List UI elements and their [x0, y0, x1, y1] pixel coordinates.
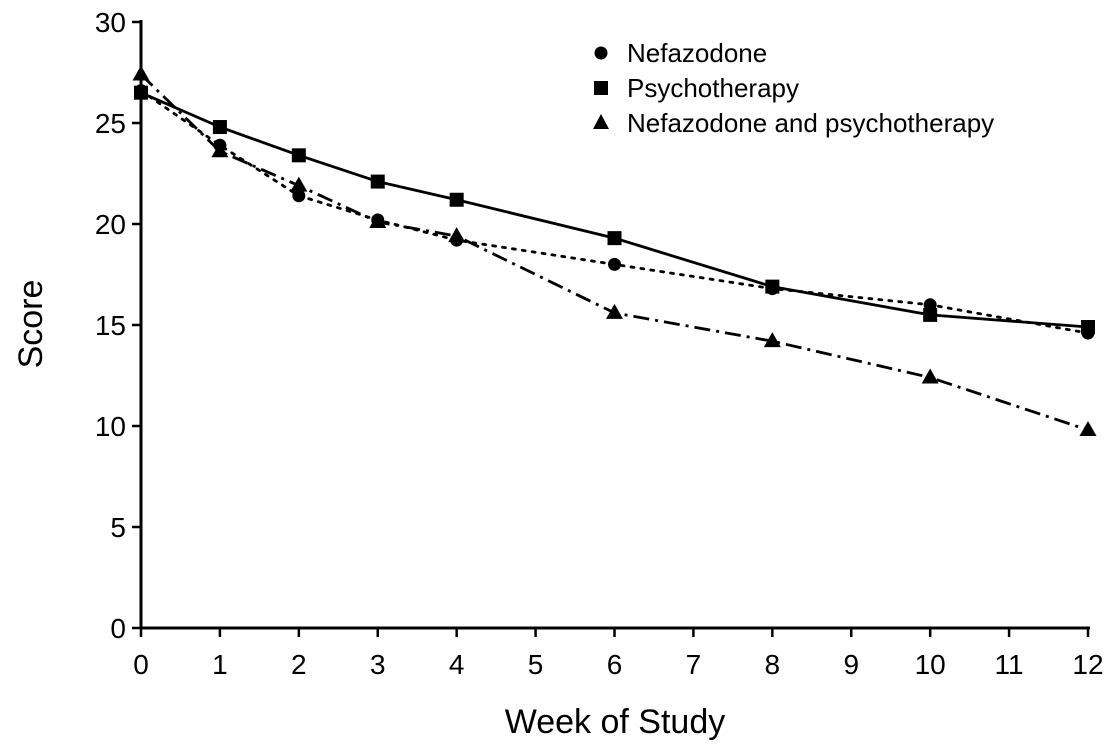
legend-item-psychotherapy: Psychotherapy [594, 73, 799, 103]
y-tick-label: 10 [95, 411, 126, 442]
x-tick-label: 2 [291, 649, 307, 680]
y-tick-label: 15 [95, 310, 126, 341]
y-tick-label: 30 [95, 7, 126, 38]
data-point-triangle [290, 176, 308, 192]
legend-label-nefazodone: Nefazodone [627, 38, 767, 68]
data-point-square [449, 192, 464, 207]
x-tick-label: 11 [995, 649, 1024, 680]
data-point-triangle [448, 227, 466, 243]
x-tick-label: 10 [915, 649, 946, 680]
data-point-square [134, 85, 148, 100]
series-triangle [132, 65, 1097, 437]
x-axis-label: Week of Study [505, 703, 726, 741]
x-tick-label: 0 [133, 649, 149, 680]
legend-label-psychotherapy: Psychotherapy [627, 73, 799, 103]
y-axis-label: Score [12, 280, 50, 369]
data-point-square [607, 231, 622, 246]
legend-item-nefazodone: Nefazodone [594, 38, 767, 68]
legend-item-combined: Nefazodone and psychotherapy [593, 108, 994, 138]
legend-marker-triangle [593, 114, 609, 129]
series-layer [132, 65, 1097, 437]
x-tick-label: 12 [1072, 649, 1103, 680]
data-point-circle [608, 257, 621, 271]
x-tick-label: 5 [528, 649, 544, 680]
y-ticks: 0 5 10 15 20 25 30 [95, 7, 141, 644]
y-tick-label: 25 [95, 108, 126, 139]
x-tick-label: 9 [843, 649, 859, 680]
data-point-triangle [1079, 421, 1097, 437]
x-tick-label: 6 [607, 649, 623, 680]
data-point-square [765, 279, 780, 294]
data-point-square [1081, 320, 1095, 335]
data-point-square [923, 307, 938, 322]
data-point-triangle [763, 332, 781, 348]
data-point-triangle [606, 303, 623, 319]
x-tick-label: 1 [212, 649, 228, 680]
data-point-triangle [921, 368, 939, 384]
legend-marker-circle [594, 46, 608, 60]
x-tick-label: 7 [686, 649, 702, 680]
y-tick-label: 0 [110, 613, 126, 644]
x-ticks: 0 1 2 3 4 5 6 7 8 9 10 11 12 [133, 628, 1104, 680]
data-point-square [212, 120, 227, 135]
x-tick-label: 8 [765, 649, 781, 680]
legend-label-combined: Nefazodone and psychotherapy [627, 108, 994, 138]
data-point-square [291, 148, 306, 163]
y-tick-label: 20 [95, 209, 126, 240]
legend: Nefazodone Psychotherapy Nefazodone and … [593, 38, 994, 138]
data-point-circle [292, 189, 306, 203]
x-tick-label: 4 [449, 649, 465, 680]
data-point-triangle [132, 65, 150, 81]
data-point-square [370, 174, 385, 189]
data-point-triangle [369, 212, 387, 228]
x-tick-label: 3 [370, 649, 386, 680]
data-point-triangle [211, 142, 229, 158]
legend-marker-square [594, 81, 608, 95]
y-tick-label: 5 [110, 512, 126, 543]
series-square [134, 85, 1095, 335]
